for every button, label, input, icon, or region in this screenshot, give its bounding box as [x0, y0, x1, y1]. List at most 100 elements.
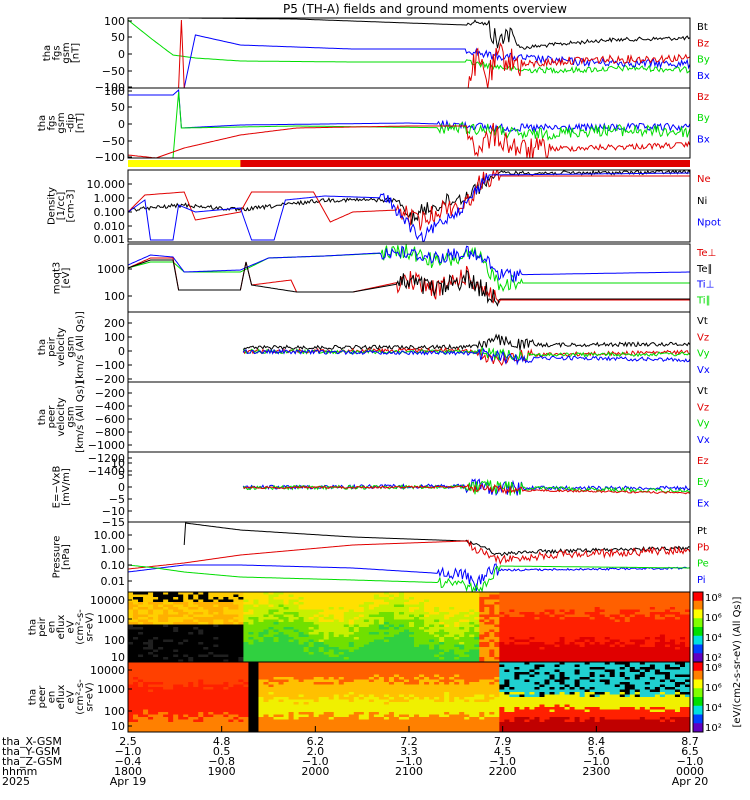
spec-cell: [459, 657, 465, 661]
spec-cell: [153, 627, 159, 631]
spec-cell: [499, 592, 505, 596]
spec-cell: [393, 692, 400, 696]
spec-cell: [273, 602, 280, 606]
spec-cell: [238, 607, 245, 611]
spec-cell: [203, 662, 209, 666]
spec-cell: [163, 607, 169, 611]
spec-cell: [409, 684, 415, 688]
spec-cell: [544, 607, 551, 611]
spec-cell: [128, 659, 134, 662]
spec-cell: [574, 614, 581, 618]
spec-cell: [283, 652, 290, 656]
spec-cell: [524, 659, 531, 662]
spec-cell: [414, 622, 420, 626]
spec-cell: [398, 657, 405, 661]
y-tick-label: −100: [95, 359, 125, 372]
spec-cell: [238, 647, 245, 651]
spec-cell: [223, 594, 229, 598]
spec-cell: [213, 697, 219, 701]
spec-cell: [544, 604, 551, 608]
spec-cell: [619, 597, 626, 601]
spec-cell: [348, 609, 355, 613]
spec-cell: [218, 642, 224, 646]
spec-cell: [599, 637, 606, 641]
spec-cell: [614, 617, 621, 621]
legend-vx: Vx: [697, 435, 710, 446]
spec-cell: [338, 684, 345, 688]
spec-cell: [248, 622, 255, 626]
spec-cell: [238, 602, 245, 606]
spec-cell: [579, 602, 586, 606]
spec-cell: [489, 607, 495, 611]
spec-cell: [293, 647, 300, 651]
spec-cell: [293, 642, 300, 646]
spec-cell: [258, 604, 265, 608]
spec-cell: [594, 594, 601, 598]
spec-cell: [524, 622, 531, 626]
spec-cell: [358, 682, 365, 686]
spec-cell: [213, 642, 219, 646]
spec-cell: [203, 649, 209, 653]
spec-cell: [674, 657, 681, 661]
spec-cell: [594, 602, 601, 606]
spec-cell: [534, 687, 541, 691]
spec-cell: [228, 599, 234, 603]
spec-cell: [338, 677, 345, 681]
spec-cell: [469, 652, 475, 656]
spec-cell: [484, 694, 490, 698]
spec-cell: [409, 627, 415, 631]
spec-cell: [368, 622, 375, 626]
spec-cell: [639, 662, 646, 666]
spec-cell: [454, 642, 460, 646]
spec-cell: [378, 614, 385, 618]
spec-cell: [213, 664, 219, 668]
spec-cell: [459, 647, 465, 651]
spec-cell: [469, 619, 475, 623]
spec-cell: [569, 694, 576, 698]
y-tick-label: −200: [95, 387, 125, 400]
spec-cell: [363, 614, 370, 618]
spec-cell: [444, 632, 450, 636]
spec-cell: [273, 592, 280, 596]
spec-cell: [499, 664, 505, 668]
spec-cell: [444, 672, 450, 676]
spec-cell: [519, 607, 526, 611]
spec-cell: [348, 674, 355, 678]
spec-cell: [434, 672, 440, 676]
spec-cell: [133, 624, 139, 628]
spec-cell: [579, 609, 586, 613]
spec-cell: [158, 659, 164, 662]
spec-cell: [564, 644, 571, 648]
spec-cell: [328, 639, 335, 643]
spec-cell: [178, 629, 184, 633]
spec-cell: [604, 612, 611, 616]
spec-cell: [353, 649, 360, 653]
y-axis-label: gsm: [66, 406, 77, 427]
spec-cell: [569, 674, 576, 678]
spec-cell: [203, 657, 209, 661]
spec-cell: [549, 652, 556, 656]
spec-cell: [343, 664, 350, 668]
spec-cell: [489, 617, 495, 621]
spec-cell: [599, 674, 606, 678]
spec-cell: [539, 679, 546, 683]
spec-cell: [559, 607, 566, 611]
spec-cell: [439, 649, 445, 653]
spec-cell: [524, 642, 531, 646]
spec-cell: [524, 637, 531, 641]
spec-cell: [459, 604, 465, 608]
spec-cell: [198, 632, 204, 636]
spec-cell: [288, 604, 295, 608]
spec-cell: [378, 687, 385, 691]
spec-cell: [198, 642, 204, 646]
spec-cell: [614, 664, 621, 668]
spec-cell: [208, 629, 214, 633]
spec-cell: [534, 697, 541, 701]
spec-cell: [138, 667, 144, 671]
spec-cell: [639, 624, 646, 628]
spec-cell: [253, 629, 260, 633]
spec-cell: [434, 647, 440, 651]
spec-cell: [649, 634, 656, 638]
spec-cell: [318, 599, 325, 603]
spec-cell: [639, 689, 646, 693]
